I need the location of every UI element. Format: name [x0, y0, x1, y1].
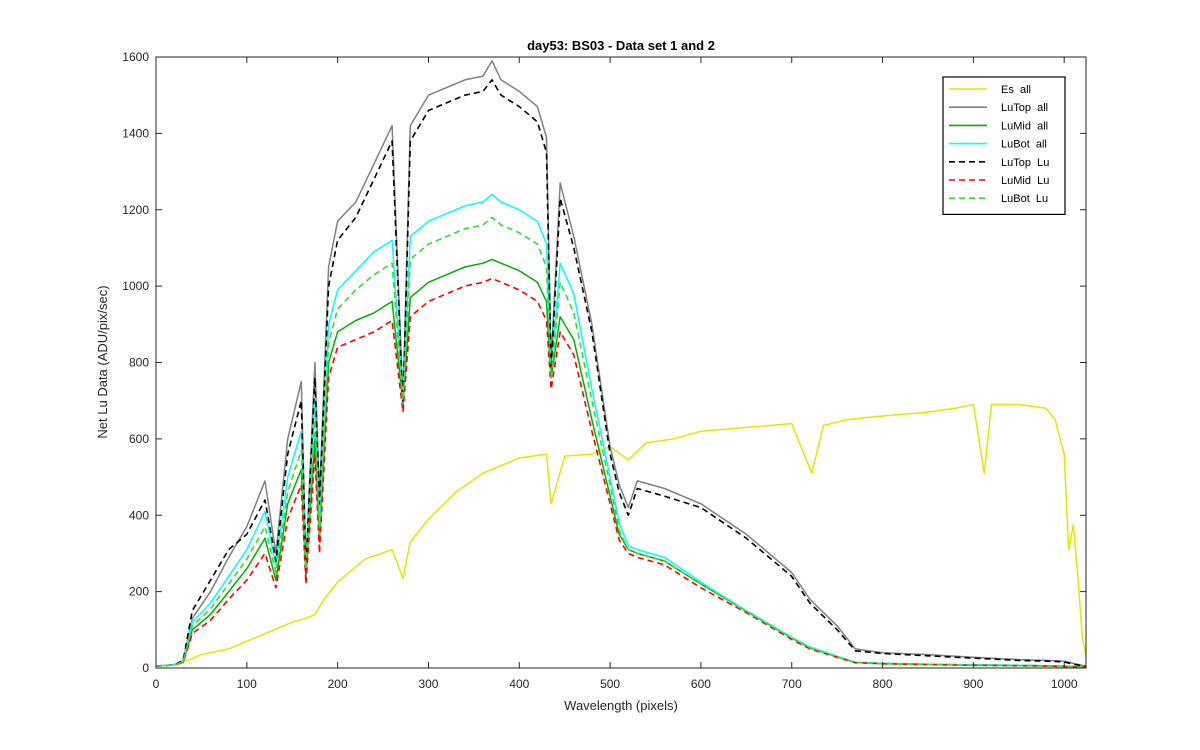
plot-area — [156, 57, 1086, 668]
x-tick-label: 600 — [691, 677, 711, 691]
y-tick-label: 1400 — [122, 126, 149, 140]
y-tick-label: 600 — [129, 432, 149, 446]
series-line-7 — [156, 216, 1086, 668]
y-tick-label: 1600 — [122, 50, 149, 64]
y-tick-label: 400 — [129, 508, 149, 522]
x-tick-label: 200 — [328, 677, 348, 691]
x-tick-label: 0 — [153, 677, 160, 691]
x-tick-label: 100 — [237, 677, 257, 691]
x-tick-label: 400 — [509, 677, 529, 691]
y-tick-label: 1000 — [122, 279, 149, 293]
y-tick-label: 0 — [142, 661, 149, 675]
x-tick-label: 300 — [418, 677, 438, 691]
legend-label: LuMid all — [1001, 120, 1048, 132]
y-tick-label: 1200 — [122, 203, 149, 217]
legend-label: LuBot Lu — [1001, 193, 1048, 205]
legend-label: LuMid Lu — [1001, 175, 1049, 187]
y-axis-title: Net Lu Data (ADU/pix/sec) — [95, 285, 110, 438]
tick-layer: 0 100 200 300 400 500 600 700 800 900 1000 0 200 400 6… — [122, 50, 1086, 691]
x-tick-label: 1000 — [1051, 677, 1078, 691]
x-tick-label: 800 — [873, 677, 893, 691]
legend-box — [942, 76, 1066, 215]
x-tick-label: 900 — [963, 677, 983, 691]
legend-label: LuTop Lu — [1001, 157, 1049, 169]
series-layer — [156, 60, 1086, 668]
legend-label: LuBot all — [1001, 139, 1047, 151]
series-line-2 — [156, 60, 1086, 667]
y-tick-label: 200 — [129, 585, 149, 599]
x-tick-label: 500 — [600, 677, 620, 691]
series-line-5 — [156, 79, 1086, 668]
y-tick-label: 800 — [129, 356, 149, 370]
legend-label: LuTop all — [1001, 102, 1048, 114]
legend: Es all LuTop all LuMid all LuBot all LuTop L… — [942, 76, 1066, 215]
legend-label: Es all — [1001, 84, 1031, 96]
chart-title: day53: BS03 - Data set 1 and 2 — [527, 38, 715, 53]
x-axis-title: Wavelength (pixels) — [564, 698, 678, 713]
x-tick-label: 700 — [782, 677, 802, 691]
